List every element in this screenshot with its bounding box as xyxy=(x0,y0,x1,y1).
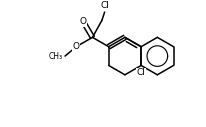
Text: Cl: Cl xyxy=(136,68,145,77)
Text: O: O xyxy=(79,17,86,26)
Text: CH₃: CH₃ xyxy=(49,52,63,61)
Text: O: O xyxy=(72,42,79,51)
Text: Cl: Cl xyxy=(100,1,109,10)
